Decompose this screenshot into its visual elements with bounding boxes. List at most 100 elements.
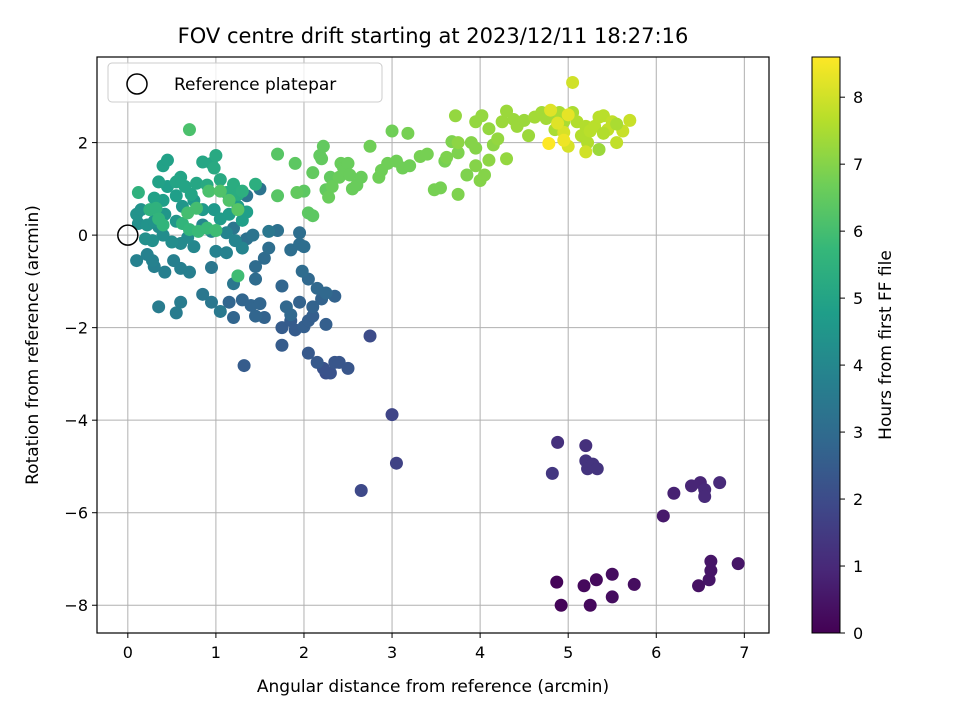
- colorbar-tick-label: 4: [853, 356, 863, 375]
- data-point: [152, 175, 166, 189]
- data-point: [152, 300, 166, 314]
- data-point: [354, 484, 368, 498]
- data-point: [704, 564, 718, 578]
- data-point: [204, 261, 218, 275]
- data-point: [363, 139, 377, 153]
- data-point: [306, 166, 320, 180]
- data-point: [469, 159, 483, 173]
- data-point: [517, 113, 531, 127]
- data-point: [207, 161, 221, 175]
- data-point: [482, 153, 496, 167]
- data-point: [460, 168, 474, 182]
- y-tick-label: −2: [64, 319, 88, 338]
- x-tick-label: 6: [651, 643, 661, 662]
- data-point: [235, 241, 249, 255]
- data-point: [249, 177, 263, 191]
- data-point: [306, 309, 320, 323]
- data-point: [237, 359, 251, 373]
- data-point: [262, 224, 276, 238]
- data-point: [149, 201, 163, 215]
- colorbar-tick-label: 1: [853, 557, 863, 576]
- y-tick-label: 2: [78, 134, 88, 153]
- data-point: [448, 109, 462, 123]
- data-point: [440, 150, 454, 164]
- data-point: [656, 509, 670, 523]
- y-tick-label: −6: [64, 504, 88, 523]
- data-point: [169, 306, 183, 320]
- data-point: [451, 136, 465, 150]
- data-point: [495, 115, 509, 129]
- legend-entry-label: Reference platepar: [174, 75, 336, 95]
- data-point: [187, 240, 201, 254]
- data-point: [731, 557, 745, 571]
- data-point: [389, 456, 403, 470]
- data-point: [551, 116, 565, 130]
- data-point: [322, 190, 336, 204]
- data-point: [545, 466, 559, 480]
- data-point: [227, 310, 241, 324]
- data-point: [167, 254, 181, 268]
- data-point: [219, 246, 233, 260]
- data-point: [209, 149, 223, 163]
- data-point: [293, 226, 307, 240]
- data-point: [209, 223, 223, 237]
- data-point: [310, 355, 324, 369]
- grid: [97, 57, 769, 633]
- data-point: [275, 338, 289, 352]
- data-point: [544, 103, 558, 117]
- data-point: [131, 186, 145, 200]
- data-point: [290, 186, 304, 200]
- data-point: [698, 490, 712, 504]
- data-point: [297, 240, 311, 254]
- x-tick-label: 1: [211, 643, 221, 662]
- legend: Reference platepar: [107, 62, 383, 103]
- data-point: [271, 147, 285, 161]
- data-point: [623, 113, 637, 127]
- data-point: [207, 203, 221, 217]
- colorbar-tick-label: 7: [853, 155, 863, 174]
- data-point: [451, 187, 465, 201]
- data-point: [433, 181, 447, 195]
- colorbar: 0 1 2 3 4 5 6 7 8 Hours from first FF file: [811, 56, 896, 643]
- data-point: [209, 244, 223, 258]
- data-point: [610, 117, 624, 131]
- data-point: [354, 170, 368, 184]
- data-point: [577, 579, 591, 593]
- colorbar-tick-label: 8: [853, 88, 863, 107]
- data-point: [319, 317, 333, 331]
- data-point: [169, 189, 183, 203]
- data-point: [196, 287, 210, 301]
- data-point: [271, 189, 285, 203]
- data-point: [579, 145, 593, 159]
- data-point: [138, 232, 152, 246]
- x-axis-label: Angular distance from reference (arcmin): [257, 677, 609, 697]
- data-point: [184, 187, 198, 201]
- data-point: [275, 321, 289, 335]
- data-point: [522, 129, 536, 143]
- data-point: [249, 272, 263, 286]
- data-point: [316, 139, 330, 153]
- data-point: [713, 476, 727, 490]
- data-point: [202, 184, 216, 198]
- colorbar-tick-label: 6: [853, 222, 863, 241]
- data-point: [222, 193, 236, 207]
- data-point: [451, 146, 465, 160]
- colorbar-tick-label: 2: [853, 490, 863, 509]
- data-point: [213, 173, 227, 187]
- y-axis-label: Rotation from reference (arcmin): [23, 205, 43, 485]
- data-point: [557, 133, 571, 147]
- data-point: [343, 168, 357, 182]
- data-point: [253, 297, 267, 311]
- data-point: [550, 575, 564, 589]
- data-point: [478, 168, 492, 182]
- data-point: [158, 265, 172, 279]
- data-point: [554, 598, 568, 612]
- colorbar-tick-label: 3: [853, 423, 863, 442]
- data-point: [284, 308, 298, 322]
- y-tick-label: −4: [64, 411, 88, 430]
- data-point: [692, 579, 706, 593]
- data-point: [165, 235, 179, 249]
- data-point: [704, 554, 718, 568]
